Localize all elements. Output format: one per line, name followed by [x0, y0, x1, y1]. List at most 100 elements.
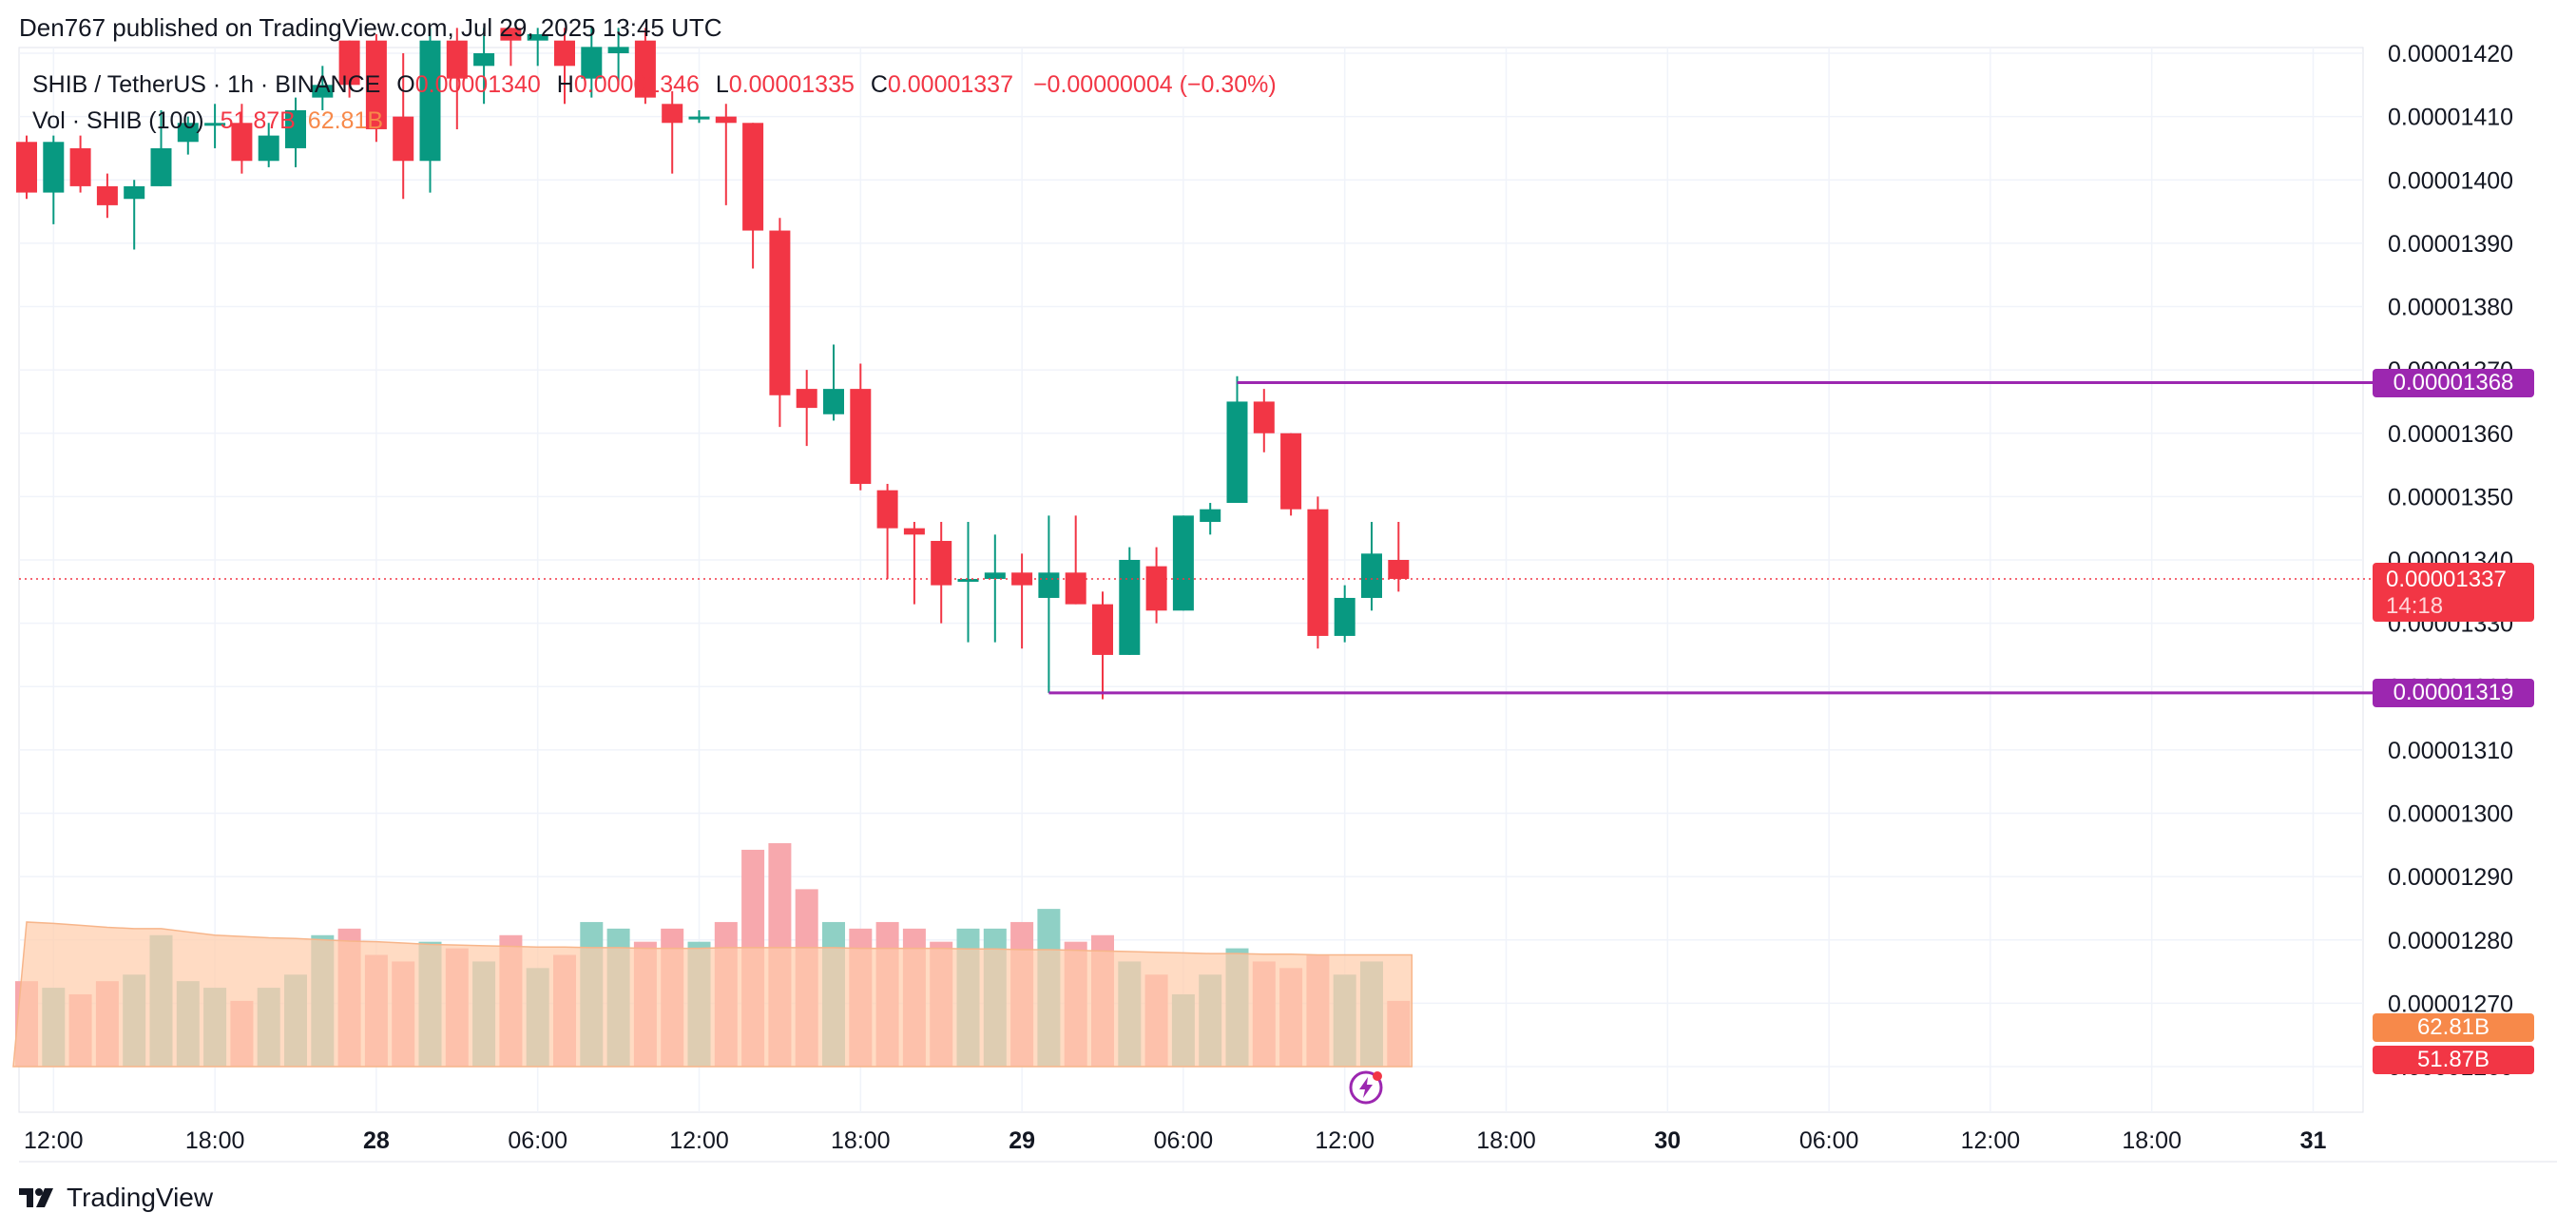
y-tick-label: 0.00001360 [2388, 421, 2513, 448]
candle-body [1119, 560, 1141, 655]
candle [446, 28, 468, 129]
candle-body [285, 109, 306, 148]
candle [1119, 547, 1141, 655]
candle-body [581, 47, 603, 79]
candle-body [473, 53, 495, 67]
candle [742, 123, 764, 269]
candle [365, 34, 387, 143]
candle [1253, 389, 1275, 452]
candle-body [1388, 560, 1410, 579]
candle-body [1011, 572, 1033, 586]
candle-body [769, 230, 791, 395]
candle [1011, 553, 1033, 649]
y-tick-label: 0.00001390 [2388, 231, 2513, 258]
candle-body [1307, 509, 1329, 636]
tradingview-logo[interactable]: TradingView [19, 1183, 213, 1213]
candle-body [1253, 401, 1275, 433]
y-tick-label: 0.00001270 [2388, 991, 2513, 1017]
candle [581, 28, 603, 98]
volume-row: Vol · SHIB (100) 51.87B 62.81B [32, 103, 1277, 139]
plot-frame [18, 47, 2364, 1113]
volume-ma-label: 62.81B [2373, 1013, 2534, 1042]
candle [419, 28, 441, 193]
candle [258, 123, 279, 167]
volume-title[interactable]: Vol · SHIB (100) [32, 107, 204, 134]
candle-body [1361, 553, 1382, 598]
candle [607, 28, 629, 86]
x-tick-label: 18:00 [1476, 1127, 1536, 1154]
publisher-line: Den767 published on TradingView.com, Jul… [19, 13, 722, 42]
candle-body [393, 116, 414, 162]
open-label: O [396, 71, 415, 98]
y-tick-label: 0.00001350 [2388, 484, 2513, 510]
x-tick-label: 18:00 [185, 1127, 245, 1154]
candle [1307, 496, 1329, 649]
candle [1280, 433, 1302, 516]
candle-body [500, 28, 522, 41]
candle [150, 109, 172, 186]
candle [688, 109, 710, 124]
candle-body [876, 490, 898, 529]
close-value: 0.00001337 [887, 71, 1013, 98]
candle [1226, 375, 1248, 504]
candle [177, 116, 199, 155]
candle-body [1280, 433, 1302, 510]
high-label: H [556, 71, 574, 98]
volume-value: 51.87B [220, 107, 296, 134]
resistance-price-label: 0.00001368 [2373, 369, 2534, 397]
x-tick-label: 30 [1654, 1127, 1681, 1154]
candle-body [150, 147, 172, 186]
candle-body [258, 135, 279, 162]
change-value: −0.00000004 (−0.30%) [1032, 71, 1277, 98]
candle-body [1092, 604, 1113, 655]
x-tick-label: 06:00 [1799, 1127, 1859, 1154]
candle-body [1065, 572, 1086, 605]
candle [957, 522, 979, 643]
candle-body [96, 185, 118, 205]
candle [634, 28, 656, 105]
x-tick-label: 12:00 [1961, 1127, 2021, 1154]
candle-body [984, 572, 1006, 579]
ohlc-row: SHIB / TetherUS · 1h · BINANCE O0.000013… [32, 67, 1277, 103]
candle [312, 66, 334, 110]
candle-body [688, 116, 710, 120]
x-tick-label: 18:00 [831, 1127, 891, 1154]
open-value: 0.00001340 [414, 71, 541, 98]
lightning-icon[interactable] [1348, 1069, 1384, 1106]
candle-body [607, 47, 629, 53]
x-tick-label: 29 [1009, 1127, 1035, 1154]
candle [1200, 503, 1221, 535]
y-tick-label: 0.00001310 [2388, 738, 2513, 764]
candle [931, 522, 952, 624]
candle [1038, 515, 1060, 693]
x-tick-label: 12:00 [669, 1127, 729, 1154]
candle [231, 104, 253, 174]
low-label: L [715, 71, 729, 98]
candle [204, 104, 226, 148]
y-tick-label: 0.00001290 [2388, 864, 2513, 891]
volume-ma-area [12, 921, 1413, 1068]
candle-body [1145, 566, 1167, 611]
candle [1145, 547, 1167, 624]
candle [823, 344, 844, 421]
x-tick-label: 06:00 [1154, 1127, 1214, 1154]
candle [903, 522, 925, 605]
candle [1334, 585, 1355, 643]
candle-body [1172, 515, 1194, 611]
candle [285, 97, 306, 167]
candle [796, 370, 817, 447]
candle [473, 28, 495, 105]
x-tick-label: 12:00 [24, 1127, 84, 1154]
candle [850, 363, 872, 491]
symbol-label[interactable]: SHIB / TetherUS · 1h · BINANCE [32, 71, 381, 98]
y-tick-label: 0.00001280 [2388, 928, 2513, 954]
candle [43, 135, 65, 224]
candle [662, 90, 683, 174]
y-tick-label: 0.00001380 [2388, 295, 2513, 321]
candle-body [1226, 401, 1248, 504]
candle-body [231, 123, 253, 162]
candle [1361, 522, 1382, 611]
candle [527, 28, 548, 67]
